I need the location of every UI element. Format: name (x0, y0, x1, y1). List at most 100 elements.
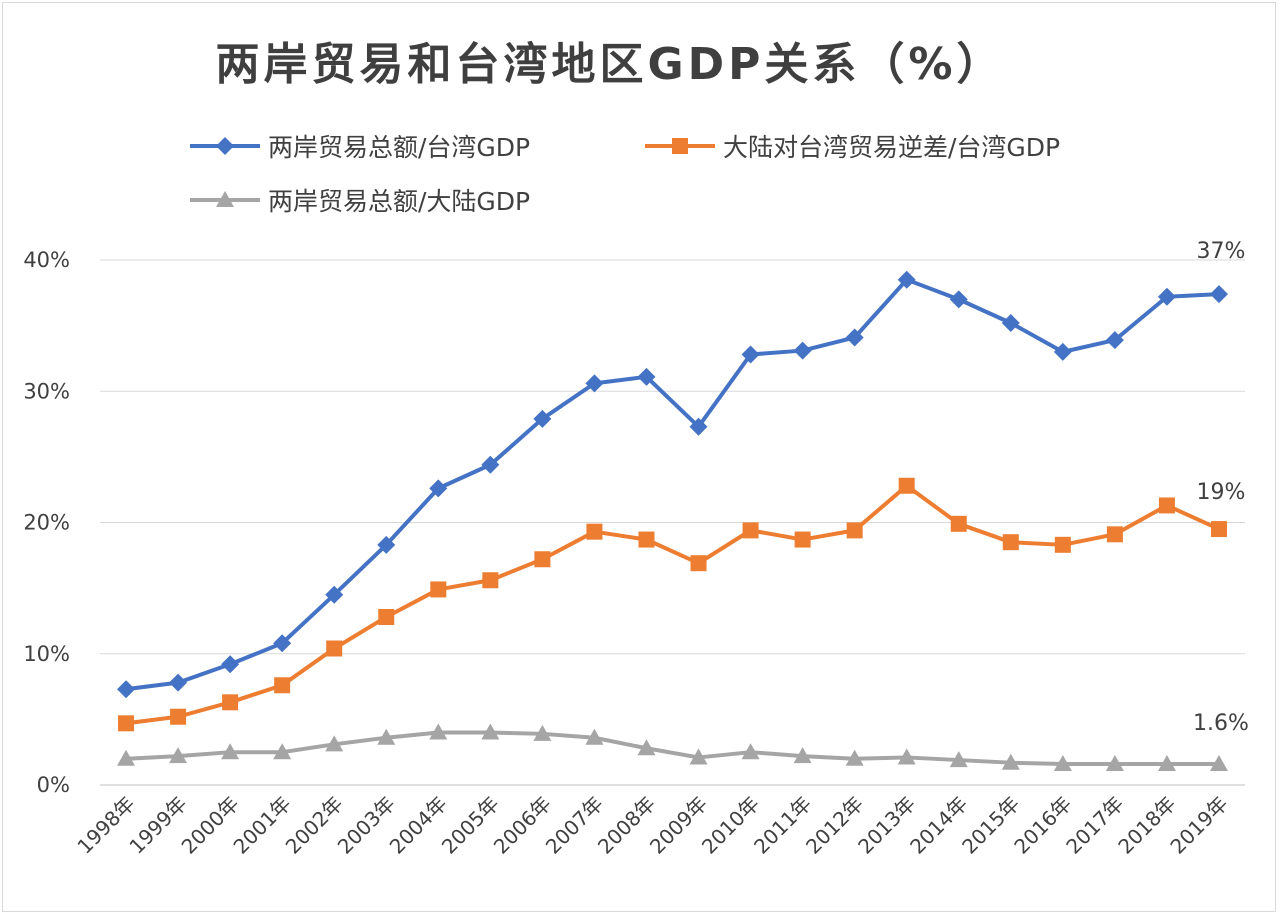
chart-title: 两岸贸易和台湾地区GDP关系（%） (215, 39, 1005, 90)
y-tick-label: 10% (23, 642, 70, 666)
data-point-square (222, 694, 239, 711)
data-point-triangle (1209, 755, 1228, 771)
data-point-triangle (117, 749, 136, 766)
legend-label: 大陆对台湾贸易逆差/台湾GDP (723, 133, 1061, 162)
y-tick-label: 20% (23, 511, 70, 535)
x-tick-label: 2019年 (1165, 792, 1232, 859)
data-point-diamond (1053, 342, 1072, 361)
data-point-square (690, 555, 707, 572)
data-point-diamond (949, 290, 968, 309)
x-tick-label: 1998年 (72, 792, 139, 859)
data-point-diamond (1209, 285, 1228, 304)
data-point-diamond (533, 409, 552, 428)
data-point-diamond (481, 455, 500, 474)
x-tick-label: 2018年 (1113, 792, 1180, 859)
data-point-square (534, 551, 551, 568)
x-tick-label: 2001年 (229, 792, 296, 859)
x-tick-label: 2008年 (593, 792, 660, 859)
y-tick-label: 40% (23, 248, 70, 272)
x-tick-label: 2010年 (697, 792, 764, 859)
data-point-triangle (221, 743, 240, 760)
data-point-square (170, 708, 187, 725)
data-point-triangle (481, 723, 500, 740)
legend-label: 两岸贸易总额/大陆GDP (268, 187, 531, 216)
data-point-triangle (429, 723, 448, 740)
x-tick-label: 2012年 (801, 792, 868, 859)
data-point-diamond (637, 367, 656, 386)
x-tick-label: 2016年 (1009, 792, 1076, 859)
data-point-triangle (1157, 755, 1176, 771)
legend-swatch-square (645, 138, 715, 154)
data-point-diamond (117, 680, 136, 699)
data-point-square (1054, 536, 1071, 553)
data-point-square (274, 677, 291, 694)
data-point-triangle (949, 751, 968, 768)
data-point-square (638, 531, 655, 548)
data-point-triangle (1001, 753, 1020, 770)
data-point-square (430, 581, 447, 598)
data-point-diamond (325, 585, 344, 604)
data-point-triangle (169, 747, 188, 764)
x-tick-label: 2009年 (645, 792, 712, 859)
series-line (125, 730, 1219, 766)
end-data-label: 37% (1197, 239, 1246, 264)
x-tick-label: 2014年 (905, 792, 972, 859)
y-tick-label: 0% (37, 773, 70, 797)
data-point-diamond (897, 270, 916, 289)
data-point-diamond (1157, 287, 1176, 306)
data-point-square (378, 609, 395, 625)
data-point-square (586, 523, 603, 540)
x-tick-label: 2004年 (385, 792, 452, 859)
x-tick-label: 2006年 (489, 792, 556, 859)
legend-item-trade-deficit-taiwan-gdp: 大陆对台湾贸易逆差/台湾GDP (645, 126, 1060, 166)
data-point-triangle (585, 728, 604, 745)
x-tick-label: 1999年 (124, 792, 191, 859)
data-point-square (118, 715, 135, 732)
data-point-triangle (273, 743, 292, 760)
legend-swatch-triangle (190, 191, 260, 207)
x-tick-label: 2011年 (749, 792, 816, 859)
data-point-diamond (429, 479, 448, 498)
x-tick-label: 2002年 (281, 792, 348, 859)
data-point-diamond (1105, 331, 1124, 350)
data-point-diamond (689, 417, 708, 436)
legend-label: 两岸贸易总额/台湾GDP (268, 133, 531, 162)
legend-item-trade-total-taiwan-gdp: 两岸贸易总额/台湾GDP (190, 126, 530, 166)
data-point-triangle (377, 728, 396, 745)
data-point-square (1158, 497, 1175, 514)
y-tick-label: 30% (23, 379, 70, 403)
legend-swatch-diamond (190, 137, 260, 155)
data-point-square (846, 522, 863, 539)
data-point-square (742, 522, 759, 539)
data-point-square (1210, 521, 1227, 538)
data-point-triangle (845, 749, 864, 766)
data-point-triangle (897, 748, 916, 765)
x-tick-label: 2017年 (1061, 792, 1128, 859)
data-point-square (326, 640, 343, 657)
x-tick-label: 2013年 (853, 792, 920, 859)
data-point-diamond (377, 535, 396, 554)
data-point-diamond (169, 673, 188, 692)
data-point-triangle (325, 735, 344, 752)
data-point-diamond (741, 345, 760, 364)
data-point-triangle (1053, 755, 1072, 771)
end-data-label: 19% (1197, 480, 1246, 505)
data-point-diamond (585, 374, 604, 393)
legend-item-trade-total-mainland-gdp: 两岸贸易总额/大陆GDP (190, 180, 530, 220)
data-point-triangle (1105, 755, 1124, 771)
x-tick-label: 2005年 (437, 792, 504, 859)
data-point-square (950, 515, 967, 532)
data-point-diamond (273, 634, 292, 653)
data-point-square (898, 477, 915, 494)
x-tick-label: 2015年 (957, 792, 1024, 859)
x-tick-label: 2000年 (177, 792, 244, 859)
data-point-diamond (1001, 314, 1020, 332)
series-line (125, 483, 1220, 726)
data-point-triangle (689, 748, 708, 765)
data-point-square (1002, 534, 1019, 551)
data-point-diamond (793, 341, 812, 360)
data-point-square (794, 531, 811, 548)
series-line (125, 277, 1220, 692)
